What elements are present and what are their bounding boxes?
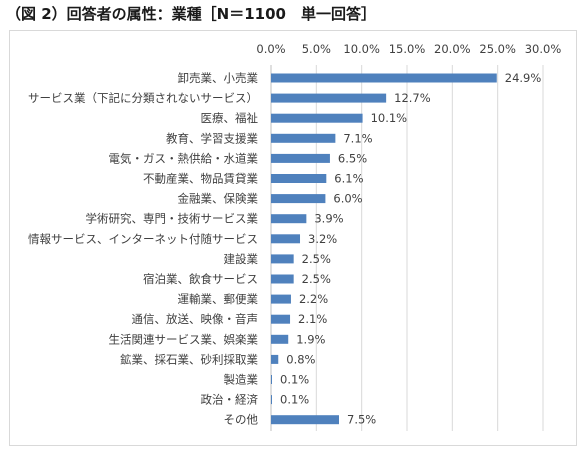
x-tick-label: 0.0%	[256, 42, 285, 56]
bar	[271, 415, 339, 425]
bar	[271, 214, 307, 224]
data-label: 2.2%	[299, 292, 328, 306]
page-title: （図 2）回答者の属性：業種［N＝1100 単一回答］	[6, 5, 376, 23]
x-tick-label: 10.0%	[343, 42, 380, 56]
category-label: 金融業、保険業	[178, 192, 259, 206]
category-label: 教育、学習支援業	[166, 131, 258, 145]
data-label: 2.1%	[298, 312, 327, 326]
data-label: 6.0%	[333, 192, 362, 206]
bar	[271, 234, 301, 244]
data-label: 2.5%	[302, 272, 331, 286]
data-label: 0.1%	[280, 373, 309, 387]
x-tick-label: 20.0%	[434, 42, 471, 56]
data-label: 24.9%	[505, 71, 542, 85]
data-label: 0.8%	[286, 352, 315, 366]
data-label: 12.7%	[394, 91, 431, 105]
category-label: 電気・ガス・熱供給・水道業	[109, 151, 259, 165]
bar	[271, 194, 326, 204]
category-label: 医療、福祉	[201, 111, 259, 125]
category-label: サービス業（下記に分類されないサービス）	[28, 91, 258, 105]
bar	[271, 153, 330, 163]
data-label: 10.1%	[371, 111, 408, 125]
bar	[271, 294, 291, 304]
category-label: 鉱業、採石業、砂利採取業	[120, 352, 258, 366]
x-tick-label: 5.0%	[302, 42, 331, 56]
bar	[271, 73, 497, 83]
data-label: 1.9%	[296, 332, 325, 346]
data-label: 6.5%	[338, 151, 367, 165]
industry-bar-chart: 0.0% 5.0% 10.0% 15.0% 20.0% 25.0% 30.0% 卸売業、小売業…	[28, 42, 562, 431]
category-label: 建設業	[224, 252, 259, 266]
bar	[271, 254, 294, 264]
category-label: 通信、放送、映像・音声	[132, 312, 259, 326]
category-label: 製造業	[224, 373, 259, 387]
data-label: 3.9%	[314, 212, 343, 226]
bar	[271, 113, 363, 123]
category-label: 不動産業、物品賃貸業	[143, 172, 258, 186]
bar	[271, 93, 387, 103]
bar	[271, 334, 289, 344]
x-tick-label: 30.0%	[525, 42, 562, 56]
category-label: その他	[224, 413, 259, 427]
chart-frame: 0.0% 5.0% 10.0% 15.0% 20.0% 25.0% 30.0% 卸売業、小売業…	[9, 30, 577, 446]
category-label: 情報サービス、インターネット付随サービス	[28, 232, 258, 246]
bar	[271, 375, 272, 384]
bar	[271, 395, 272, 405]
category-label: 政治・経済	[201, 393, 259, 407]
data-label: 7.5%	[347, 413, 376, 427]
data-label: 6.1%	[334, 172, 363, 186]
data-label: 2.5%	[302, 252, 331, 266]
bar	[271, 274, 294, 284]
data-label: 3.2%	[308, 232, 337, 246]
bar	[271, 133, 336, 143]
x-tick-label: 15.0%	[389, 42, 426, 56]
category-label: 学術研究、専門・技術サービス業	[86, 212, 259, 226]
bar	[271, 354, 279, 364]
category-label: 卸売業、小売業	[178, 71, 259, 85]
category-label: 運輸業、郵便業	[178, 292, 259, 306]
x-tick-label: 25.0%	[479, 42, 516, 56]
bar	[271, 314, 291, 324]
data-label: 0.1%	[280, 393, 309, 407]
data-label: 7.1%	[343, 131, 372, 145]
category-label: 生活関連サービス業、娯楽業	[109, 332, 259, 346]
category-label: 宿泊業、飲食サービス	[143, 272, 258, 286]
bar	[271, 174, 327, 183]
